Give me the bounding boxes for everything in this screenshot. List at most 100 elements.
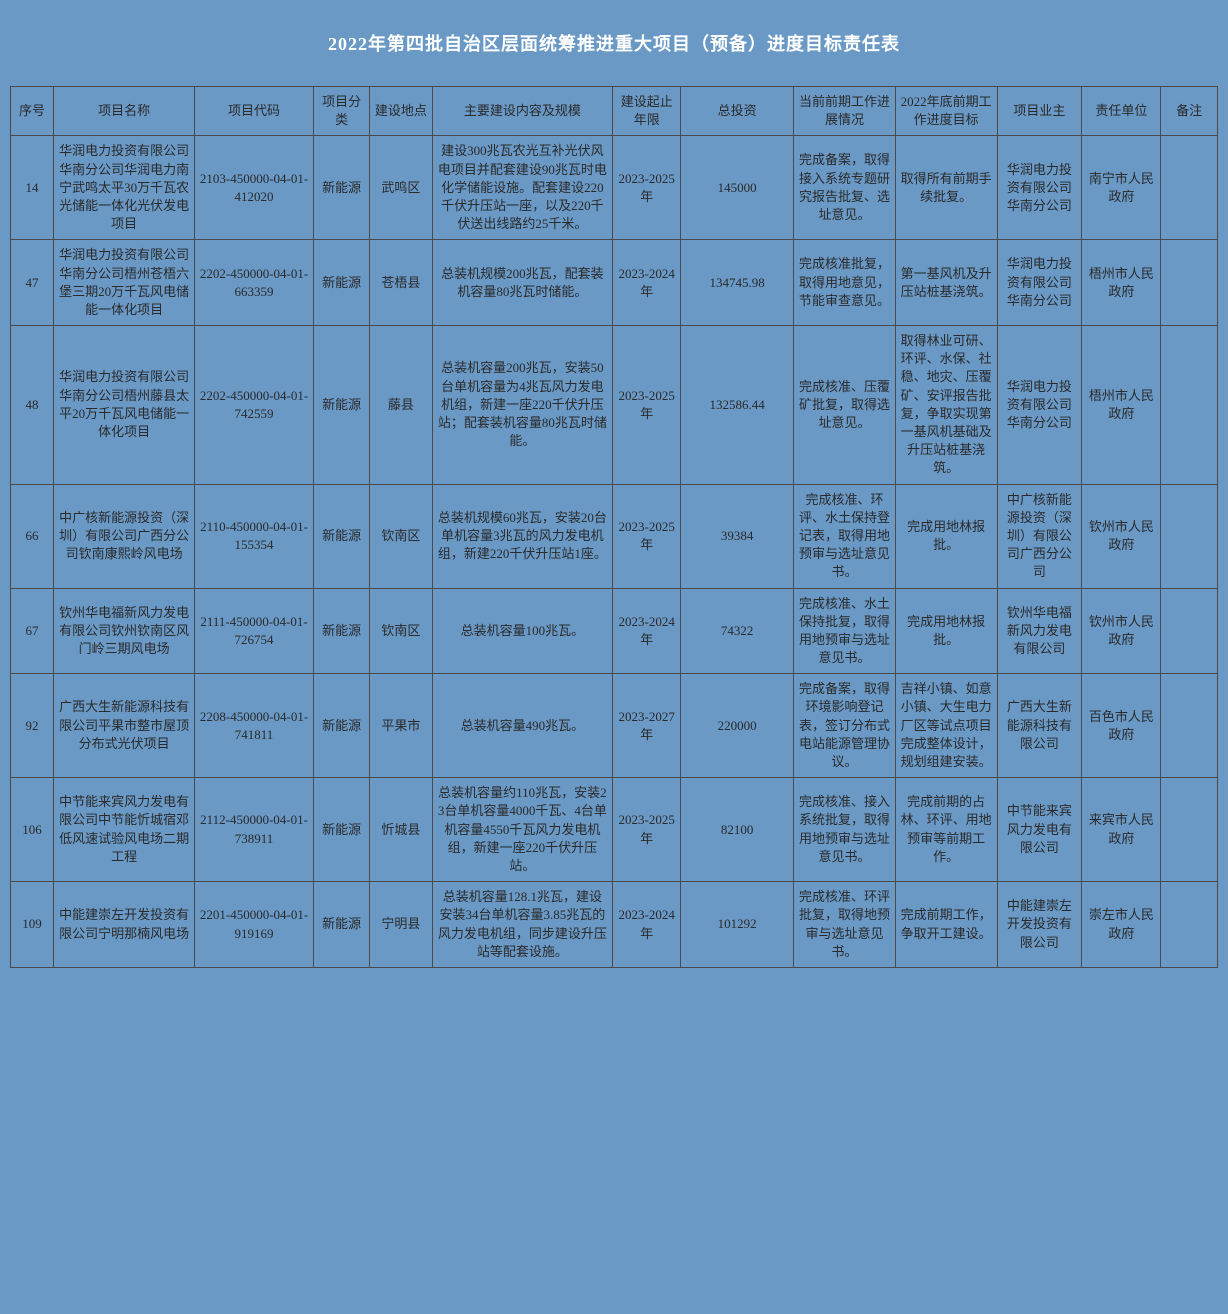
header-period: 建设起止年限 (613, 87, 681, 136)
cell-category: 新能源 (313, 588, 370, 674)
cell-seq: 109 (11, 882, 54, 968)
cell-note (1161, 674, 1218, 778)
cell-category: 新能源 (313, 882, 370, 968)
cell-name: 华润电力投资有限公司华南分公司梧州苍梧六堡三期20万千瓦风电储能一体化项目 (53, 240, 194, 326)
cell-name: 广西大生新能源科技有限公司平果市整市屋顶分布式光伏项目 (53, 674, 194, 778)
cell-seq: 106 (11, 778, 54, 882)
cell-progress: 完成核准、压覆矿批复，取得选址意见。 (794, 326, 896, 485)
cell-note (1161, 136, 1218, 240)
cell-category: 新能源 (313, 136, 370, 240)
cell-seq: 92 (11, 674, 54, 778)
cell-code: 2201-450000-04-01-919169 (195, 882, 314, 968)
cell-code: 2202-450000-04-01-742559 (195, 326, 314, 485)
header-name: 项目名称 (53, 87, 194, 136)
header-seq: 序号 (11, 87, 54, 136)
header-content: 主要建设内容及规模 (432, 87, 613, 136)
cell-progress: 完成核准、环评、水土保持登记表，取得用地预审与选址意见书。 (794, 484, 896, 588)
cell-period: 2023-2024年 (613, 588, 681, 674)
cell-unit: 百色市人民政府 (1082, 674, 1161, 778)
cell-category: 新能源 (313, 484, 370, 588)
table-row: 92广西大生新能源科技有限公司平果市整市屋顶分布式光伏项目2208-450000… (11, 674, 1218, 778)
cell-note (1161, 588, 1218, 674)
cell-owner: 中节能来宾风力发电有限公司 (997, 778, 1082, 882)
cell-period: 2023-2025年 (613, 136, 681, 240)
cell-code: 2112-450000-04-01-738911 (195, 778, 314, 882)
table-row: 106中节能来宾风力发电有限公司中节能忻城宿邓低风速试验风电场二期工程2112-… (11, 778, 1218, 882)
cell-content: 总装机容量100兆瓦。 (432, 588, 613, 674)
table-header-row: 序号 项目名称 项目代码 项目分类 建设地点 主要建设内容及规模 建设起止年限 … (11, 87, 1218, 136)
cell-target: 完成用地林报批。 (895, 484, 997, 588)
header-location: 建设地点 (370, 87, 432, 136)
cell-progress: 完成核准批复，取得用地意见，节能审查意见。 (794, 240, 896, 326)
table-row: 67钦州华电福新风力发电有限公司钦州钦南区风门岭三期风电场2111-450000… (11, 588, 1218, 674)
cell-category: 新能源 (313, 778, 370, 882)
cell-investment: 132586.44 (681, 326, 794, 485)
cell-progress: 完成备案，取得环境影响登记表，签订分布式电站能源管理协议。 (794, 674, 896, 778)
header-note: 备注 (1161, 87, 1218, 136)
table-row: 66中广核新能源投资（深圳）有限公司广西分公司钦南康熙岭风电场2110-4500… (11, 484, 1218, 588)
cell-period: 2023-2025年 (613, 326, 681, 485)
cell-note (1161, 778, 1218, 882)
cell-target: 完成前期的占林、环评、用地预审等前期工作。 (895, 778, 997, 882)
cell-target: 取得所有前期手续批复。 (895, 136, 997, 240)
cell-seq: 67 (11, 588, 54, 674)
cell-progress: 完成备案，取得接入系统专题研究报告批复、选址意见。 (794, 136, 896, 240)
cell-name: 中广核新能源投资（深圳）有限公司广西分公司钦南康熙岭风电场 (53, 484, 194, 588)
table-row: 47华润电力投资有限公司华南分公司梧州苍梧六堡三期20万千瓦风电储能一体化项目2… (11, 240, 1218, 326)
table-row: 109中能建崇左开发投资有限公司宁明那楠风电场2201-450000-04-01… (11, 882, 1218, 968)
cell-note (1161, 882, 1218, 968)
cell-investment: 220000 (681, 674, 794, 778)
cell-seq: 48 (11, 326, 54, 485)
cell-content: 总装机容量128.1兆瓦，建设安装34台单机容量3.85兆瓦的风力发电机组，同步… (432, 882, 613, 968)
cell-period: 2023-2025年 (613, 484, 681, 588)
cell-note (1161, 484, 1218, 588)
header-investment: 总投资 (681, 87, 794, 136)
cell-unit: 钦州市人民政府 (1082, 484, 1161, 588)
cell-owner: 华润电力投资有限公司华南分公司 (997, 240, 1082, 326)
cell-name: 中节能来宾风力发电有限公司中节能忻城宿邓低风速试验风电场二期工程 (53, 778, 194, 882)
cell-target: 完成用地林报批。 (895, 588, 997, 674)
cell-owner: 中能建崇左开发投资有限公司 (997, 882, 1082, 968)
header-category: 项目分类 (313, 87, 370, 136)
header-unit: 责任单位 (1082, 87, 1161, 136)
cell-investment: 145000 (681, 136, 794, 240)
cell-target: 取得林业可研、环评、水保、社稳、地灾、压覆矿、安评报告批复，争取实现第一基风机基… (895, 326, 997, 485)
cell-location: 武鸣区 (370, 136, 432, 240)
page-title: 2022年第四批自治区层面统筹推进重大项目（预备）进度目标责任表 (10, 30, 1218, 56)
cell-unit: 梧州市人民政府 (1082, 326, 1161, 485)
cell-location: 钦南区 (370, 484, 432, 588)
cell-investment: 82100 (681, 778, 794, 882)
cell-owner: 华润电力投资有限公司华南分公司 (997, 326, 1082, 485)
cell-name: 华润电力投资有限公司华南分公司梧州藤县太平20万千瓦风电储能一体化项目 (53, 326, 194, 485)
cell-seq: 47 (11, 240, 54, 326)
cell-content: 总装机容量200兆瓦，安装50台单机容量为4兆瓦风力发电机组，新建一座220千伏… (432, 326, 613, 485)
cell-content: 总装机规模60兆瓦，安装20台单机容量3兆瓦的风力发电机组，新建220千伏升压站… (432, 484, 613, 588)
cell-progress: 完成核准、环评批复，取得地预审与选址意见书。 (794, 882, 896, 968)
cell-investment: 134745.98 (681, 240, 794, 326)
cell-investment: 74322 (681, 588, 794, 674)
cell-location: 苍梧县 (370, 240, 432, 326)
cell-investment: 39384 (681, 484, 794, 588)
cell-name: 中能建崇左开发投资有限公司宁明那楠风电场 (53, 882, 194, 968)
cell-owner: 中广核新能源投资（深圳）有限公司广西分公司 (997, 484, 1082, 588)
cell-name: 钦州华电福新风力发电有限公司钦州钦南区风门岭三期风电场 (53, 588, 194, 674)
cell-seq: 66 (11, 484, 54, 588)
cell-code: 2103-450000-04-01-412020 (195, 136, 314, 240)
cell-code: 2111-450000-04-01-726754 (195, 588, 314, 674)
project-table: 序号 项目名称 项目代码 项目分类 建设地点 主要建设内容及规模 建设起止年限 … (10, 86, 1218, 968)
cell-note (1161, 326, 1218, 485)
cell-content: 总装机容量约110兆瓦，安装23台单机容量4000千瓦、4台单机容量4550千瓦… (432, 778, 613, 882)
cell-code: 2208-450000-04-01-741811 (195, 674, 314, 778)
table-row: 48华润电力投资有限公司华南分公司梧州藤县太平20万千瓦风电储能一体化项目220… (11, 326, 1218, 485)
cell-name: 华润电力投资有限公司华南分公司华润电力南宁武鸣太平30万千瓦农光储能一体化光伏发… (53, 136, 194, 240)
cell-location: 平果市 (370, 674, 432, 778)
cell-progress: 完成核准、接入系统批复，取得用地预审与选址意见书。 (794, 778, 896, 882)
header-owner: 项目业主 (997, 87, 1082, 136)
cell-owner: 华润电力投资有限公司华南分公司 (997, 136, 1082, 240)
cell-owner: 广西大生新能源科技有限公司 (997, 674, 1082, 778)
cell-target: 第一基风机及升压站桩基浇筑。 (895, 240, 997, 326)
cell-target: 完成前期工作，争取开工建设。 (895, 882, 997, 968)
cell-seq: 14 (11, 136, 54, 240)
header-code: 项目代码 (195, 87, 314, 136)
cell-unit: 崇左市人民政府 (1082, 882, 1161, 968)
